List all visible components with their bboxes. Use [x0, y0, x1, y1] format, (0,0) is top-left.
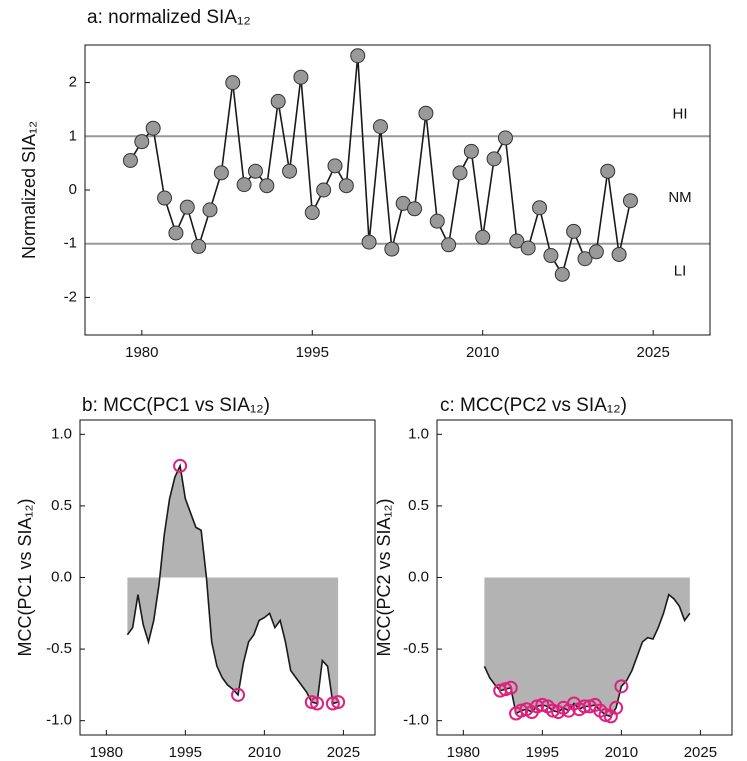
- data-point: [338, 178, 354, 194]
- y-tick-label: -2: [64, 288, 77, 305]
- x-tick-label: 1980: [125, 344, 158, 361]
- data-point: [486, 151, 502, 167]
- y-tick-label: 1.0: [408, 425, 429, 442]
- data-point: [463, 143, 479, 159]
- plot-frame: [436, 419, 733, 736]
- data-point: [168, 225, 184, 241]
- y-tick-label: 2: [69, 74, 77, 91]
- data-point: [236, 177, 252, 193]
- data-point: [247, 163, 263, 179]
- data-point: [611, 246, 627, 262]
- data-point: [225, 75, 241, 91]
- x-tick-label: 1995: [169, 744, 202, 761]
- x-tick-label: 2010: [466, 344, 499, 361]
- data-point: [384, 241, 400, 257]
- data-line: [126, 463, 339, 705]
- chart-title: a: normalized SIA₁₂: [87, 7, 251, 28]
- data-point: [543, 248, 559, 264]
- y-tick-label: 0.0: [51, 568, 72, 585]
- y-tick-label: 0.5: [51, 497, 72, 514]
- chart-title: c: MCC(PC2 vs SIA₁₂): [440, 395, 627, 416]
- area-fill: [127, 465, 339, 704]
- y-tick-label: -1.0: [46, 712, 72, 729]
- x-tick-label: 1980: [447, 744, 480, 761]
- highlight-marker: [503, 680, 518, 695]
- data-point: [520, 240, 536, 256]
- data-point: [554, 266, 570, 282]
- area-fill: [484, 577, 690, 717]
- x-tick-label: 1995: [296, 344, 329, 361]
- data-point: [134, 134, 150, 150]
- y-tick-label: 0.5: [408, 497, 429, 514]
- x-tick-label: 1980: [90, 744, 123, 761]
- data-point: [441, 237, 457, 253]
- data-point: [452, 165, 468, 181]
- data-point: [282, 163, 298, 179]
- data-point: [566, 223, 582, 239]
- y-axis-label: MCC(PC1 vs SIA₁₂): [15, 498, 35, 656]
- band-label: NM: [668, 189, 691, 206]
- data-point: [429, 213, 445, 229]
- y-tick-label: 0.0: [408, 568, 429, 585]
- plot-frame: [84, 44, 711, 336]
- data-point: [213, 165, 229, 181]
- y-tick-label: 1.0: [51, 425, 72, 442]
- data-point: [202, 202, 218, 218]
- data-line: [483, 593, 691, 718]
- x-tick-label: 2010: [605, 744, 638, 761]
- data-point: [122, 152, 138, 168]
- y-axis-label: Normalized SIA₁₂: [19, 121, 39, 259]
- data-point: [577, 251, 593, 267]
- x-tick-label: 2010: [248, 744, 281, 761]
- y-axis-label: MCC(PC2 vs SIA₁₂): [374, 498, 394, 656]
- data-point: [407, 201, 423, 217]
- x-tick-label: 2025: [684, 744, 717, 761]
- data-point: [304, 205, 320, 221]
- data-point: [509, 233, 525, 249]
- plot-frame: [79, 419, 376, 736]
- data-point: [475, 229, 491, 245]
- highlight-marker: [614, 679, 629, 694]
- y-tick-label: -1: [64, 235, 77, 252]
- data-point: [293, 69, 309, 85]
- highlight-marker: [173, 458, 188, 473]
- data-point: [179, 199, 195, 215]
- highlight-marker: [310, 696, 325, 711]
- data-point: [191, 238, 207, 254]
- highlight-marker: [231, 687, 246, 702]
- data-point: [350, 48, 366, 64]
- data-point: [497, 130, 513, 146]
- y-tick-label: -0.5: [46, 640, 72, 657]
- y-tick-label: 1: [69, 127, 77, 144]
- x-tick-label: 2025: [636, 344, 669, 361]
- data-point: [157, 190, 173, 206]
- data-point: [145, 120, 161, 136]
- band-label: LI: [674, 263, 687, 280]
- data-point: [270, 93, 286, 109]
- data-point: [588, 244, 604, 260]
- y-tick-label: 0: [69, 181, 77, 198]
- data-point: [361, 234, 377, 250]
- highlight-marker: [331, 695, 346, 710]
- x-tick-label: 1995: [526, 744, 559, 761]
- data-point: [418, 105, 434, 121]
- data-point: [327, 158, 343, 174]
- data-point: [532, 200, 548, 216]
- data-line: [129, 55, 632, 277]
- data-point: [622, 193, 638, 209]
- data-point: [372, 119, 388, 135]
- y-tick-label: -1.0: [403, 712, 429, 729]
- data-point: [259, 178, 275, 194]
- data-point: [316, 182, 332, 198]
- data-point: [600, 163, 616, 179]
- y-tick-label: -0.5: [403, 640, 429, 657]
- chart-title: b: MCC(PC1 vs SIA₁₂): [82, 395, 270, 416]
- band-label: HI: [673, 105, 688, 122]
- x-tick-label: 2025: [327, 744, 360, 761]
- highlight-marker: [609, 700, 624, 715]
- highlight-marker: [577, 699, 592, 714]
